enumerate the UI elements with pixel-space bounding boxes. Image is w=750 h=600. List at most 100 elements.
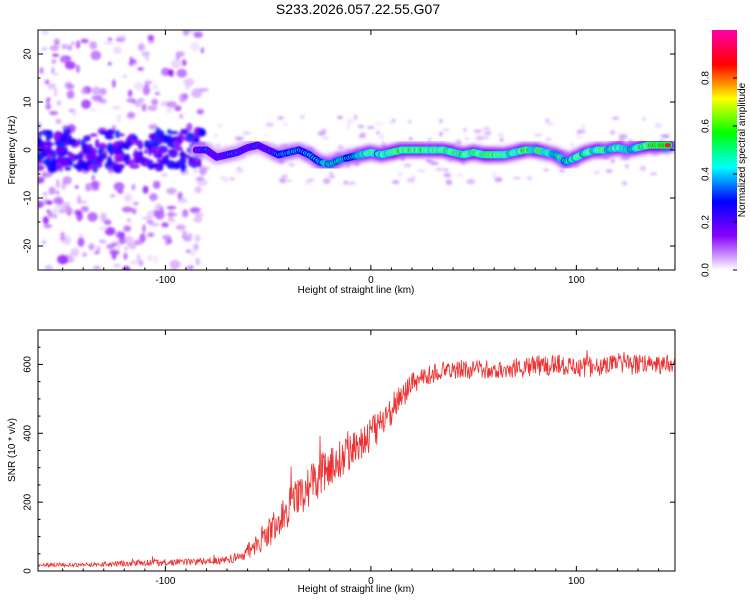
spectrogram-noise-blob (598, 156, 602, 159)
spectrogram-noise-blob (304, 180, 313, 185)
spectrogram-noise-blob (492, 172, 496, 179)
spectrogram-noise-blob (473, 129, 483, 133)
spectrogram-noise-blob (435, 167, 444, 172)
colorbar-label: Normalized spectral amplitude (737, 82, 748, 217)
colorbar-ticks: 0.0 0.2 0.4 0.6 0.8 (701, 71, 737, 277)
spectrogram-noise-blob (107, 37, 113, 41)
spectrogram-noise-blob (512, 177, 521, 180)
spectrogram-noise-blob (147, 232, 155, 238)
spectrogram-noise-blob (54, 142, 62, 146)
spectrogram-noise-blob (347, 118, 354, 124)
spectrogram-noise-blob (126, 111, 136, 119)
spectrogram-noise-blob (124, 140, 134, 147)
spectrogram-noise-blob (323, 178, 331, 184)
spectrogram-noise-blob (68, 44, 72, 51)
spectrogram-noise-blob (65, 206, 73, 216)
colorbar-tick-label: 0.0 (701, 263, 712, 277)
spectrogram-noise-blob (543, 168, 550, 172)
spectrogram-noise-blob (118, 163, 125, 169)
spectrogram-y-tick-label: 20 (23, 48, 34, 60)
spectrogram-noise-blob (172, 162, 181, 170)
spectrogram-noise-blob (475, 135, 484, 141)
spectrogram-noise-blob (195, 257, 200, 266)
spectrogram-noise-blob (611, 158, 615, 164)
spectrogram-noise-blob (168, 69, 174, 77)
spectrogram-noise-blob (545, 117, 550, 124)
spectrogram-noise-blob (455, 139, 462, 146)
spectrogram-noise-blob (431, 161, 440, 166)
spectrogram-noise-blob (72, 142, 80, 148)
spectrogram-noise-blob (237, 166, 241, 170)
spectrogram-noise-blob (99, 239, 107, 244)
spectrogram-noise-blob (235, 168, 244, 174)
spectrogram-noise-blob (166, 187, 177, 195)
spectrogram-noise-blob (175, 51, 185, 57)
spectrogram-noise-blob (81, 205, 89, 213)
spectrogram-noise-blob (93, 98, 100, 103)
spectrogram-noise-blob (91, 174, 95, 181)
spectrogram-noise-blob (56, 179, 60, 189)
spectrogram-noise-blob (166, 101, 177, 108)
spectrogram-noise-blob (42, 47, 47, 51)
spectrogram-noise-blob (78, 233, 84, 239)
spectrogram-noise-blob (149, 222, 160, 227)
spectrogram-noise-blob (89, 133, 98, 137)
spectrogram-noise-blob (443, 173, 452, 178)
spectrogram-noise-blob (181, 59, 187, 67)
spectrogram-noise-blob (483, 130, 492, 136)
spectrogram-noise-blob (72, 110, 77, 117)
spectrogram-noise-blob (60, 235, 72, 246)
spectrogram-noise-blob (381, 141, 386, 145)
spectrogram-noise-blob (183, 237, 192, 242)
spectrogram-noise-blob (133, 201, 139, 206)
spectrogram-noise-blob (47, 83, 57, 90)
spectrogram-noise-blob (400, 156, 405, 162)
colorbar: 0.0 0.2 0.4 0.6 0.8 Normalized spectral ampl… (701, 30, 748, 277)
spectrogram-noise-blob (428, 137, 432, 142)
spectrogram-noise-blob (497, 133, 504, 137)
spectrogram-noise-blob (147, 105, 158, 111)
spectrogram-noise-blob (141, 51, 150, 57)
spectrogram-noise-blob (651, 151, 660, 157)
spectrogram-noise-blob (612, 116, 620, 120)
spectrogram-noise-blob (59, 55, 71, 64)
spectrogram-noise-blob (74, 185, 79, 189)
spectrogram-noise-blob (185, 84, 190, 90)
snr-panel: -100 0 100 0 200 400 600 Height of straight li… (7, 329, 676, 595)
spectrogram-noise-blob (56, 100, 62, 106)
spectrogram-noise-blob (165, 107, 173, 114)
spectrogram-noise-blob (38, 164, 45, 172)
spectrogram-noise-blob (109, 249, 120, 255)
spectrogram-noise-blob (108, 165, 114, 174)
spectrogram-noise-blob (277, 116, 285, 120)
spectrogram-noise-blob (98, 181, 102, 186)
spectrogram-noise-blob (106, 243, 115, 250)
spectrogram-noise-blob (41, 172, 53, 178)
spectrogram-noise-blob (86, 143, 93, 151)
spectrogram-noise-blob (97, 147, 105, 157)
spectrogram-noise-blob (42, 240, 46, 245)
spectrogram-noise-blob (167, 218, 176, 223)
spectrogram-noise-blob (74, 154, 84, 160)
spectrogram-noise-blob (155, 127, 161, 136)
spectrogram-noise-blob (353, 114, 358, 121)
spectrogram-noise-blob (70, 247, 80, 257)
spectrogram-noise-blob (465, 137, 469, 141)
spectrogram-y-tick-label: 0 (23, 147, 34, 153)
spectrogram-noise-blob (179, 113, 183, 119)
spectrogram-noise-blob (398, 172, 402, 177)
spectrogram-noise-blob (127, 89, 133, 98)
snr-y-tick-label: 0 (23, 568, 34, 574)
spectrogram-noise-blob (182, 230, 187, 235)
spectrogram-noise-blob (99, 131, 108, 135)
snr-x-axis-label: Height of straight line (km) (298, 584, 415, 595)
spectrogram-noise-blob (151, 98, 159, 106)
spectrogram-noise-blob (48, 186, 56, 195)
spectrogram-noise-blob (44, 79, 50, 85)
spectrogram-noise-blob (156, 210, 163, 220)
spectrogram-noise-blob (44, 149, 56, 156)
spectrogram-noise-blob (98, 98, 107, 104)
spectrogram-noise-blob (87, 152, 95, 161)
